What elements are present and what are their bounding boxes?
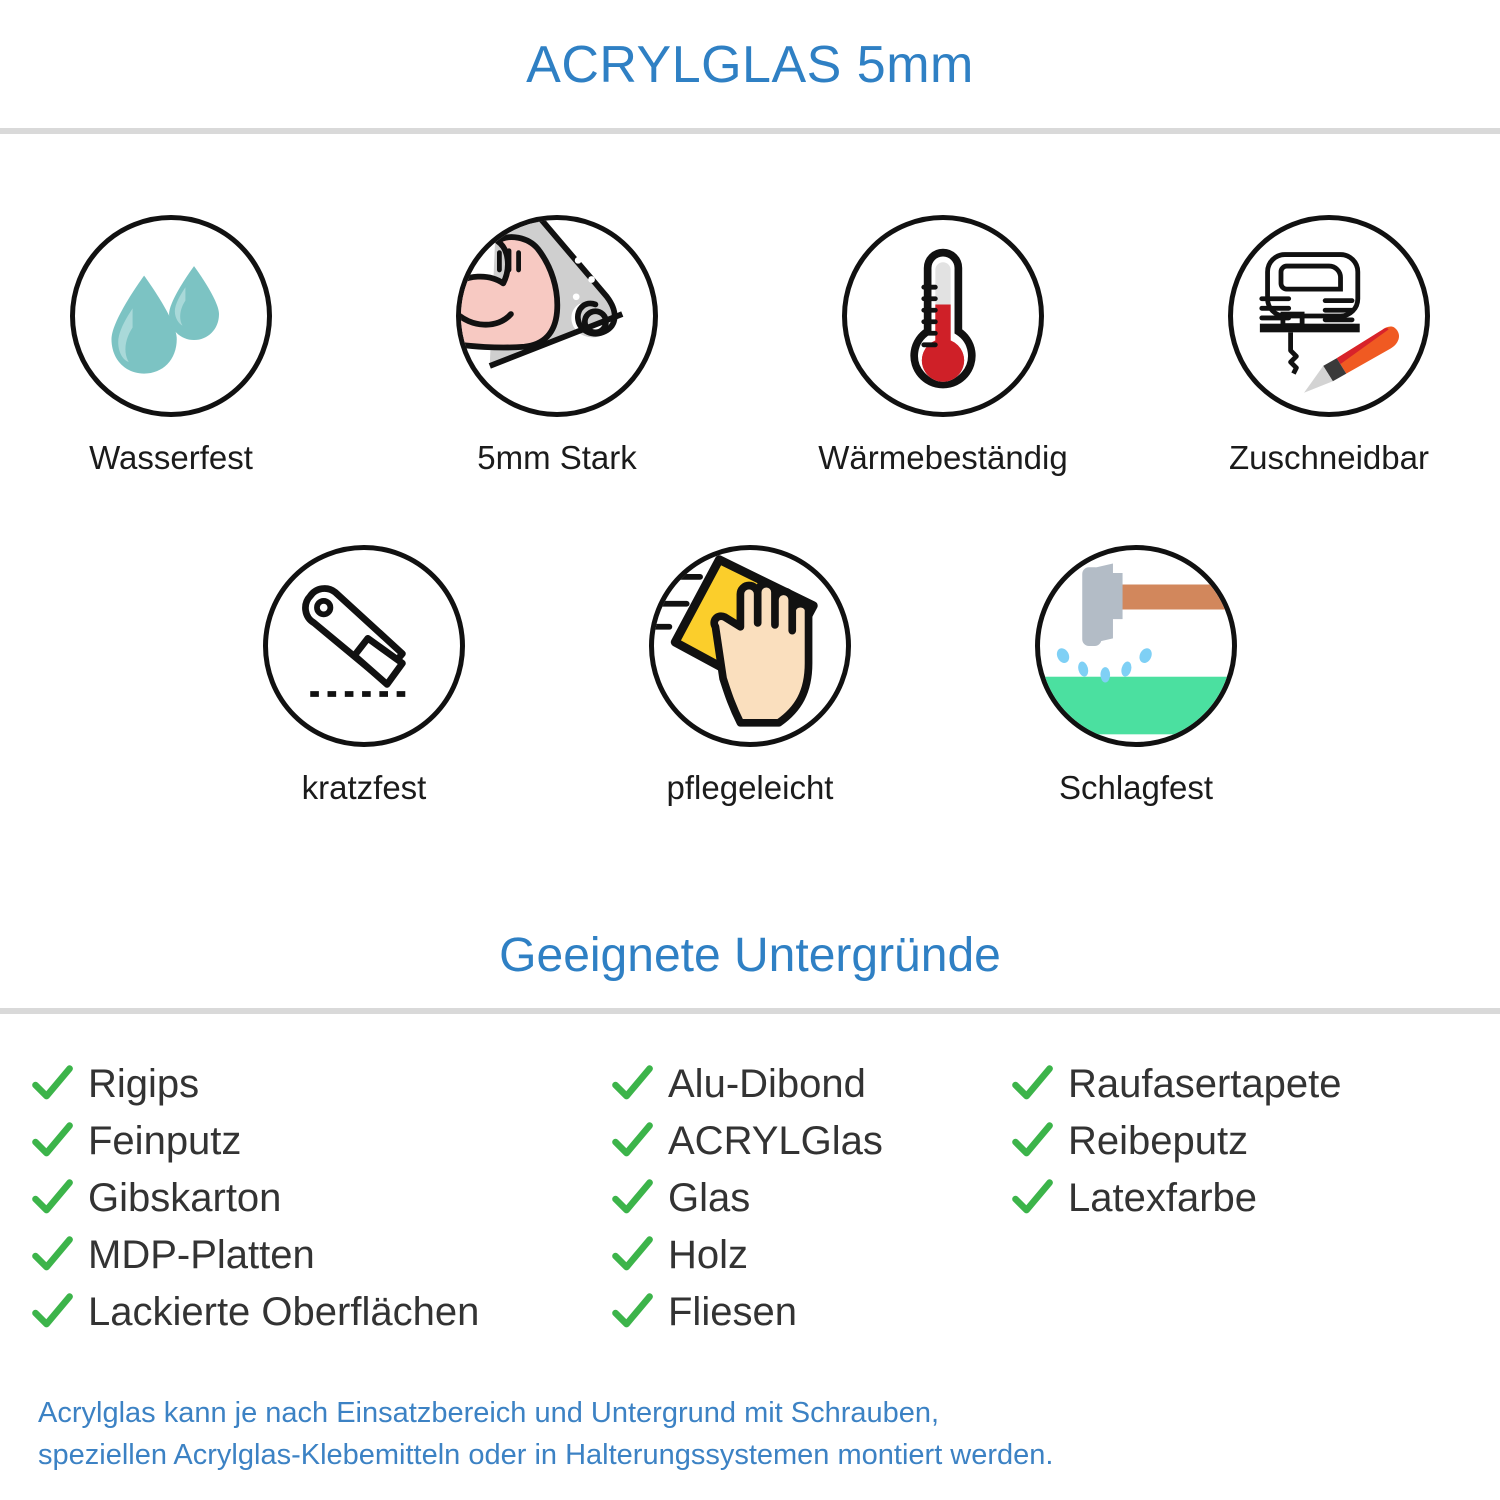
substrate-label: Glas bbox=[668, 1175, 751, 1220]
substrate-label: Reibeputz bbox=[1068, 1118, 1249, 1163]
check-icon bbox=[1010, 1119, 1054, 1163]
substrate-column-2: Alu-Dibond ACRYLGlas Glas Holz bbox=[610, 1055, 1010, 1340]
substrate-label: MDP-Platten bbox=[88, 1232, 315, 1277]
substrate-label: Holz bbox=[668, 1232, 749, 1277]
list-item: Reibeputz bbox=[1010, 1112, 1470, 1169]
feature-5mm-stark: 5mm Stark bbox=[418, 215, 696, 474]
feature-icon-circle bbox=[456, 215, 658, 417]
list-item: Glas bbox=[610, 1169, 1010, 1226]
substrate-label: Latexfarbe bbox=[1068, 1175, 1258, 1220]
check-icon bbox=[30, 1233, 74, 1277]
feature-icon-circle bbox=[1228, 215, 1430, 417]
substrate-label: ACRYLGlas bbox=[668, 1118, 883, 1163]
list-item: Alu-Dibond bbox=[610, 1055, 1010, 1112]
feature-label: pflegeleicht bbox=[666, 769, 834, 806]
list-item: Lackierte Oberflächen bbox=[30, 1283, 610, 1340]
feature-label: Wasserfest bbox=[89, 439, 253, 476]
feature-label: kratzfest bbox=[301, 769, 427, 806]
divider-top bbox=[0, 128, 1500, 134]
list-item: Latexfarbe bbox=[1010, 1169, 1470, 1226]
substrates-title-band: Geeignete Untergründe bbox=[0, 905, 1500, 1005]
footer-note: Acrylglas kann je nach Einsatzbereich un… bbox=[38, 1392, 1478, 1476]
flexed-bicep-icon bbox=[461, 220, 624, 369]
check-icon bbox=[30, 1119, 74, 1163]
substrate-label: Gibskarton bbox=[88, 1175, 282, 1220]
list-item: Gibskarton bbox=[30, 1169, 610, 1226]
list-item: Fliesen bbox=[610, 1283, 1010, 1340]
substrates-title: Geeignete Untergründe bbox=[499, 928, 1001, 982]
substrate-label: Alu-Dibond bbox=[668, 1061, 866, 1106]
check-icon bbox=[610, 1290, 654, 1334]
list-item: Holz bbox=[610, 1226, 1010, 1283]
feature-label: Schlagfest bbox=[1058, 769, 1214, 806]
feature-zuschneidbar: Zuschneidbar bbox=[1190, 215, 1468, 474]
feature-label: Wärmebeständig bbox=[818, 439, 1068, 476]
check-icon bbox=[610, 1176, 654, 1220]
feature-label: Zuschneidbar bbox=[1229, 439, 1429, 476]
cutter-knife-icon bbox=[302, 585, 414, 697]
substrate-label: Raufasertapete bbox=[1068, 1061, 1342, 1106]
jigsaw-knife-icon bbox=[1259, 252, 1400, 393]
substrate-column-1: Rigips Feinputz Gibskarton MDP-Platten bbox=[0, 1055, 610, 1340]
feature-label: 5mm Stark bbox=[477, 439, 637, 476]
list-item: Raufasertapete bbox=[1010, 1055, 1470, 1112]
check-icon bbox=[30, 1062, 74, 1106]
substrate-label: Rigips bbox=[88, 1061, 200, 1106]
check-icon bbox=[610, 1233, 654, 1277]
substrate-label: Fliesen bbox=[668, 1289, 797, 1334]
substrate-label: Feinputz bbox=[88, 1118, 242, 1163]
thermometer-icon bbox=[910, 248, 976, 389]
footer-line-2: speziellen Acrylglas-Klebemitteln oder i… bbox=[38, 1439, 1054, 1472]
feature-icon-circle bbox=[263, 545, 465, 747]
check-icon bbox=[30, 1176, 74, 1220]
substrate-label: Lackierte Oberflächen bbox=[88, 1289, 480, 1334]
feature-wasserfest: Wasserfest bbox=[32, 215, 310, 474]
hammer-impact-icon bbox=[1040, 563, 1232, 735]
feature-icon-circle bbox=[842, 215, 1044, 417]
feature-pflegeleicht: pflegeleicht bbox=[611, 545, 889, 804]
list-item: ACRYLGlas bbox=[610, 1112, 1010, 1169]
feature-row-1: Wasserfest bbox=[0, 215, 1500, 474]
substrate-checklists: Rigips Feinputz Gibskarton MDP-Platten bbox=[0, 1055, 1500, 1340]
check-icon bbox=[610, 1119, 654, 1163]
feature-waermebestaendig: Wärmebeständig bbox=[804, 215, 1082, 474]
water-drops-icon bbox=[111, 266, 219, 374]
feature-icon-circle bbox=[1035, 545, 1237, 747]
check-icon bbox=[610, 1062, 654, 1106]
check-icon bbox=[30, 1290, 74, 1334]
feature-row-2: kratzfest pflegeleicht bbox=[0, 545, 1500, 804]
header-band: ACRYLGLAS 5mm bbox=[0, 0, 1500, 130]
feature-icon-circle bbox=[649, 545, 851, 747]
page-title: ACRYLGLAS 5mm bbox=[526, 36, 974, 94]
divider-middle bbox=[0, 1008, 1500, 1014]
list-item: Rigips bbox=[30, 1055, 610, 1112]
feature-schlagfest: Schlagfest bbox=[997, 545, 1275, 804]
list-item: Feinputz bbox=[30, 1112, 610, 1169]
feature-kratzfest: kratzfest bbox=[225, 545, 503, 804]
check-icon bbox=[1010, 1062, 1054, 1106]
hand-wipe-cloth-icon bbox=[654, 555, 818, 727]
check-icon bbox=[1010, 1176, 1054, 1220]
substrate-column-3: Raufasertapete Reibeputz Latexfarbe bbox=[1010, 1055, 1470, 1226]
footer-line-1: Acrylglas kann je nach Einsatzbereich un… bbox=[38, 1397, 940, 1429]
feature-icon-circle bbox=[70, 215, 272, 417]
list-item: MDP-Platten bbox=[30, 1226, 610, 1283]
